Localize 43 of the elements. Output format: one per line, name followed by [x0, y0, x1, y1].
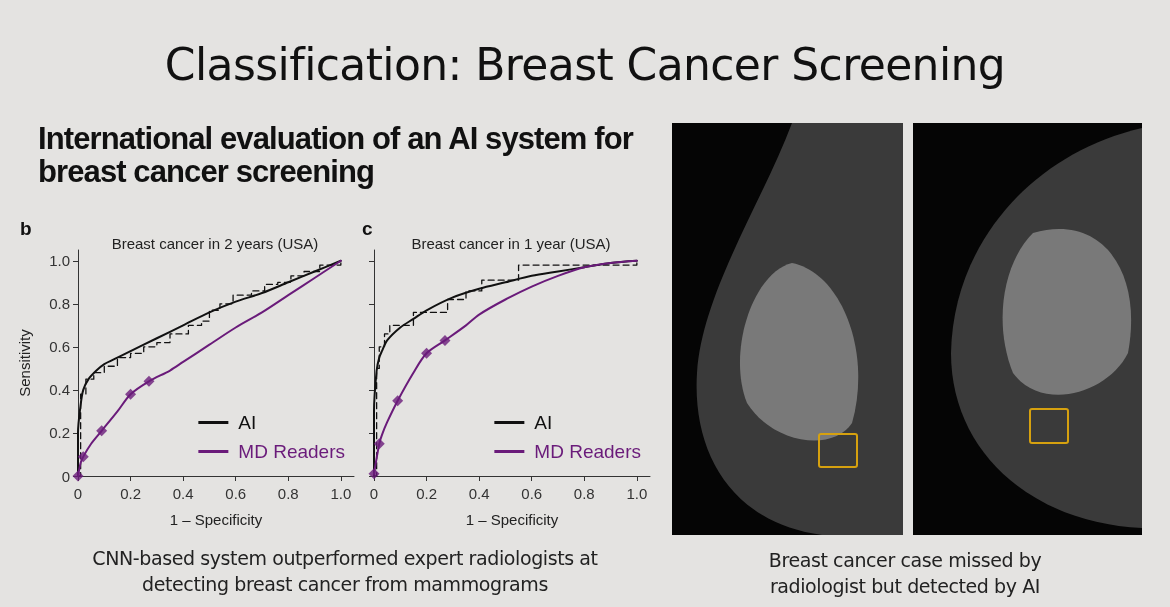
- y-axis-title: Sensitivity: [16, 328, 33, 397]
- x-tick-label: 0.6: [225, 485, 247, 502]
- x-tick-label: 0.4: [468, 485, 490, 502]
- x-tick-label: 0.6: [521, 485, 543, 502]
- y-tick-label: 0.2: [49, 424, 70, 442]
- point: [439, 334, 451, 346]
- y-tick-label: 0: [61, 467, 70, 485]
- point: [421, 347, 433, 359]
- point: [77, 451, 89, 463]
- x-tick-label: 0: [73, 485, 83, 502]
- y-tick-label: 1.0: [49, 252, 70, 270]
- legend-label: AI: [238, 412, 257, 433]
- text: CNN-based system outperformed expert radiologists at detecting breast cancer from mammograms: [91, 546, 599, 597]
- legend-label: MD Readers: [534, 441, 642, 462]
- text: c: [362, 218, 373, 239]
- text: Breast cancer case missed by radiologist but detected by AI: [767, 548, 1043, 599]
- x-axis-title: 1 – Specificity: [169, 511, 263, 528]
- chart-title: Breast cancer in 2 years (USA): [111, 235, 319, 252]
- x-tick-label: 0.8: [277, 485, 299, 502]
- y-tick-label: 0.8: [49, 295, 70, 313]
- x-tick-label: 1.0: [626, 485, 648, 502]
- point: [373, 438, 385, 450]
- point: [96, 425, 108, 437]
- y-tick-label: 0.4: [49, 381, 70, 399]
- point: [72, 470, 84, 482]
- x-tick-label: 0.2: [416, 485, 437, 502]
- point: [143, 375, 155, 387]
- y-tick-label: 0.6: [49, 338, 70, 356]
- x-tick-label: 0.4: [172, 485, 194, 502]
- x-tick-label: 0.8: [573, 485, 595, 502]
- chart-title: Breast cancer in 1 year (USA): [411, 235, 611, 252]
- text: International evaluation of an AI system for breast cancer screening: [38, 121, 635, 189]
- x-axis-title: 1 – Specificity: [465, 511, 559, 528]
- point: [392, 395, 404, 407]
- x-tick-label: 0: [369, 485, 379, 502]
- point: [368, 468, 380, 480]
- x-tick-label: 1.0: [330, 485, 352, 502]
- legend-label: MD Readers: [238, 441, 346, 462]
- point: [125, 388, 137, 400]
- legend-label: AI: [534, 412, 553, 433]
- text: Classification: Breast Cancer Screening: [163, 38, 1007, 92]
- text: b: [20, 218, 32, 239]
- x-tick-label: 0.2: [120, 485, 141, 502]
